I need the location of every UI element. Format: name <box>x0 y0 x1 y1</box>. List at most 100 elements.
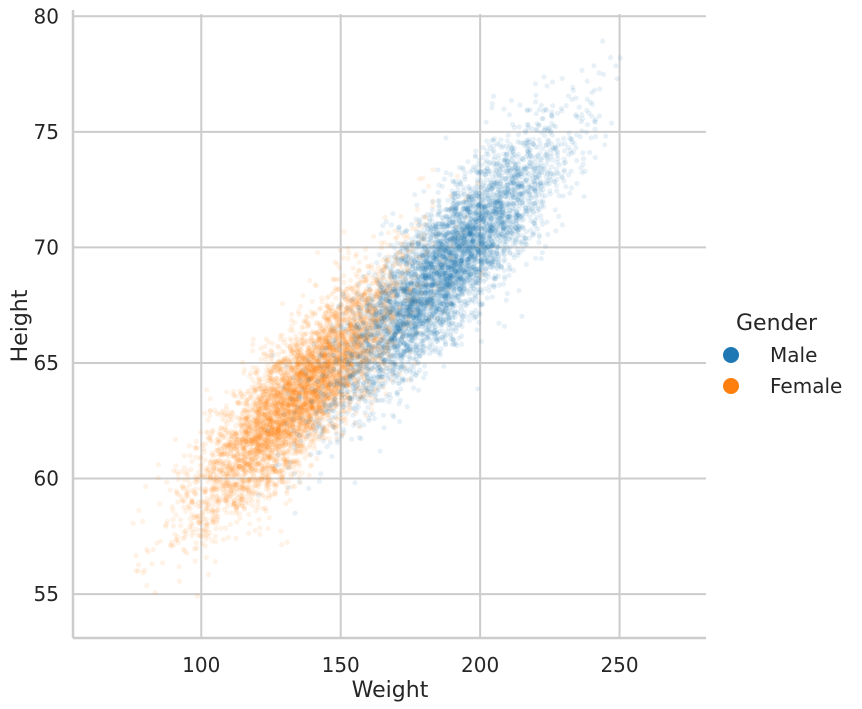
data-point <box>284 539 290 545</box>
data-point <box>316 398 323 404</box>
data-point <box>283 436 289 442</box>
data-point <box>204 527 210 533</box>
data-point <box>345 255 351 262</box>
data-point <box>292 357 298 363</box>
data-point <box>214 493 220 499</box>
data-point <box>341 273 347 279</box>
data-point <box>374 326 380 332</box>
data-point <box>251 449 257 455</box>
data-point <box>304 376 310 382</box>
data-point <box>256 406 262 412</box>
data-point <box>230 469 236 475</box>
data-point <box>302 388 308 394</box>
data-point <box>175 471 181 477</box>
data-point <box>194 545 200 551</box>
data-point <box>265 484 272 490</box>
data-point <box>322 344 328 350</box>
data-point <box>384 325 390 331</box>
data-point <box>262 430 268 436</box>
data-point <box>373 355 379 361</box>
data-point <box>327 355 333 361</box>
data-point <box>287 497 293 503</box>
data-point <box>243 408 249 414</box>
data-point <box>216 457 222 463</box>
data-point <box>277 390 283 396</box>
data-point <box>252 369 258 375</box>
data-point <box>319 295 325 301</box>
data-point <box>207 472 213 478</box>
data-point <box>209 493 215 499</box>
data-point <box>170 517 176 523</box>
data-point <box>156 501 163 507</box>
data-point <box>212 558 218 564</box>
data-point <box>199 540 205 547</box>
data-point <box>265 411 271 417</box>
data-point <box>241 366 248 373</box>
data-point <box>234 431 240 437</box>
data-point <box>250 452 256 459</box>
data-point <box>271 387 277 393</box>
data-point <box>258 345 264 351</box>
data-point <box>309 367 316 373</box>
data-point <box>204 387 210 393</box>
data-point <box>322 326 328 332</box>
data-point <box>310 391 316 397</box>
data-point <box>238 496 244 502</box>
data-point <box>198 429 204 435</box>
data-point <box>325 306 331 312</box>
data-point <box>222 478 228 484</box>
data-point <box>264 353 270 359</box>
data-point <box>307 412 313 418</box>
data-point <box>253 467 259 473</box>
data-point <box>192 474 198 480</box>
data-point <box>317 356 323 362</box>
data-point <box>287 460 293 466</box>
data-point <box>213 539 219 545</box>
data-point <box>305 385 311 391</box>
data-point <box>299 358 305 364</box>
data-point <box>357 294 363 300</box>
data-point <box>225 534 231 541</box>
data-point <box>255 504 261 511</box>
data-point <box>249 384 255 390</box>
data-point <box>299 450 305 456</box>
data-point <box>224 421 230 427</box>
data-point <box>254 394 260 400</box>
data-point <box>276 428 282 434</box>
data-point <box>332 376 338 382</box>
data-point <box>267 421 273 427</box>
data-point <box>297 303 304 309</box>
data-point <box>229 409 235 415</box>
data-point <box>341 229 347 235</box>
data-point <box>253 402 259 408</box>
data-point <box>245 437 251 443</box>
data-point <box>350 284 356 291</box>
data-point <box>355 274 361 280</box>
data-point <box>281 376 287 382</box>
data-point <box>224 389 230 395</box>
data-point <box>354 251 360 257</box>
data-point <box>265 525 271 532</box>
data-point <box>362 314 369 320</box>
data-point <box>324 295 330 301</box>
data-point <box>282 375 288 381</box>
data-point <box>258 385 264 391</box>
data-point <box>218 525 224 531</box>
data-point <box>229 510 235 516</box>
data-point <box>256 516 262 523</box>
data-point <box>228 442 234 448</box>
data-point <box>243 429 249 436</box>
data-point <box>294 356 300 362</box>
data-point <box>294 341 300 347</box>
data-point <box>181 504 187 510</box>
data-point <box>140 570 146 576</box>
data-point <box>396 329 402 335</box>
data-point <box>275 401 281 407</box>
data-point <box>263 404 269 410</box>
data-point <box>265 395 272 401</box>
data-point <box>277 333 283 339</box>
data-point <box>302 390 309 396</box>
data-point <box>275 408 281 414</box>
data-point <box>232 442 238 448</box>
data-point <box>215 503 221 509</box>
